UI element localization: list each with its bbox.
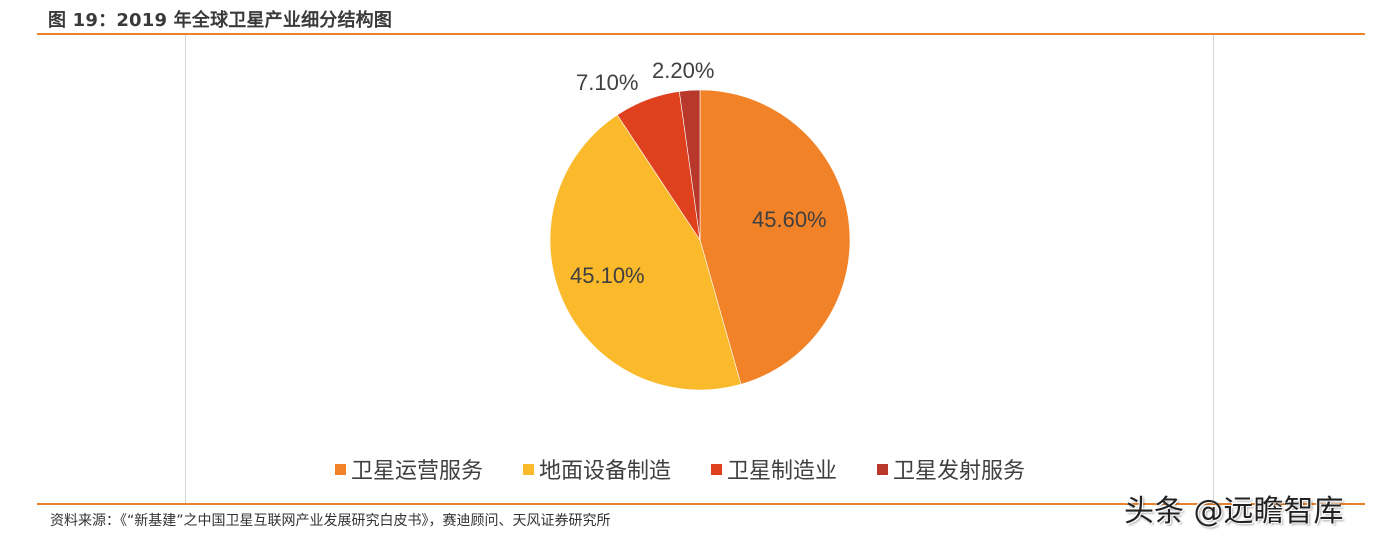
source-note: 资料来源：《“新基建”之中国卫星互联网产业发展研究白皮书》，赛迪顾问、天风证券研… [50, 513, 611, 529]
slice-label-ground-equipment: 45.10% [570, 263, 645, 288]
legend-swatch-icon [523, 463, 535, 475]
chart-legend: 卫星运营服务 地面设备制造 卫星制造业 卫星发射服务 [335, 453, 1065, 485]
slice-label-satellite-manufacturing: 7.10% [576, 70, 639, 95]
figure-title: 图 19：2019 年全球卫星产业细分结构图 [48, 10, 393, 31]
watermark: 头条 @远瞻智库 [1124, 494, 1344, 529]
legend-label: 地面设备制造 [539, 459, 672, 484]
slice-label-satellite-operations: 45.60% [752, 207, 827, 232]
legend-item-ground-equipment: 地面设备制造 [523, 453, 671, 485]
slice-label-launch-services: 2.20% [652, 58, 715, 83]
chart-frame [185, 35, 1214, 503]
slice-satellite-operations [699, 89, 851, 385]
legend-item-satellite-operations: 卫星运营服务 [335, 453, 483, 485]
legend-item-satellite-manufacturing: 卫星制造业 [711, 453, 837, 485]
legend-item-launch-services: 卫星发射服务 [877, 453, 1025, 485]
legend-label: 卫星运营服务 [351, 459, 484, 484]
legend-swatch-icon [335, 463, 346, 475]
legend-label: 卫星制造业 [727, 459, 838, 484]
top-divider [37, 33, 1365, 35]
legend-swatch-icon [711, 463, 723, 475]
legend-label: 卫星发射服务 [893, 459, 1026, 484]
legend-swatch-icon [877, 463, 889, 475]
slice-launch-services [678, 89, 701, 241]
slice-ground-equipment [549, 114, 742, 391]
bottom-divider [37, 503, 1365, 505]
